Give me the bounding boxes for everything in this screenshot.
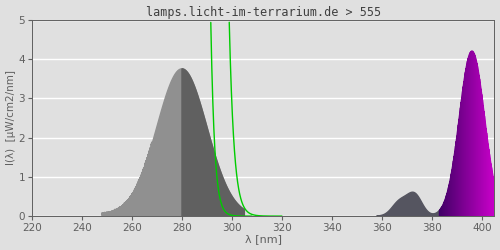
Polygon shape	[492, 172, 493, 216]
Polygon shape	[480, 84, 481, 216]
Polygon shape	[102, 69, 245, 216]
Polygon shape	[467, 61, 468, 216]
Polygon shape	[470, 52, 471, 216]
Polygon shape	[182, 69, 244, 216]
Polygon shape	[483, 105, 484, 216]
Polygon shape	[486, 133, 487, 216]
Polygon shape	[448, 184, 449, 216]
Polygon shape	[482, 100, 483, 216]
Polygon shape	[481, 89, 482, 216]
Polygon shape	[445, 198, 446, 216]
Polygon shape	[457, 130, 458, 216]
Polygon shape	[478, 70, 479, 216]
Polygon shape	[466, 65, 467, 216]
Y-axis label: I(λ)  [µW/cm2/nm]: I(λ) [µW/cm2/nm]	[6, 70, 16, 166]
Polygon shape	[454, 152, 455, 216]
Polygon shape	[444, 200, 445, 216]
Polygon shape	[440, 209, 441, 216]
Polygon shape	[477, 63, 478, 216]
Polygon shape	[465, 72, 466, 216]
Polygon shape	[491, 164, 492, 216]
Polygon shape	[446, 193, 447, 216]
Polygon shape	[451, 174, 452, 216]
Polygon shape	[484, 116, 485, 216]
Polygon shape	[474, 55, 476, 216]
Polygon shape	[471, 51, 472, 216]
Polygon shape	[472, 51, 473, 216]
Title: lamps.licht-im-terrarium.de > 555: lamps.licht-im-terrarium.de > 555	[146, 6, 380, 18]
Polygon shape	[479, 75, 480, 216]
Polygon shape	[377, 192, 442, 216]
Polygon shape	[462, 86, 464, 216]
Polygon shape	[442, 205, 443, 216]
Polygon shape	[441, 208, 442, 216]
Polygon shape	[455, 146, 456, 216]
Polygon shape	[453, 161, 454, 216]
Polygon shape	[493, 176, 494, 216]
Polygon shape	[485, 122, 486, 216]
Polygon shape	[460, 102, 461, 216]
Polygon shape	[456, 136, 457, 216]
Polygon shape	[443, 203, 444, 216]
Polygon shape	[469, 54, 470, 216]
Polygon shape	[488, 149, 490, 216]
Polygon shape	[458, 119, 459, 216]
Polygon shape	[468, 56, 469, 216]
X-axis label: λ [nm]: λ [nm]	[244, 234, 282, 244]
Polygon shape	[459, 114, 460, 216]
